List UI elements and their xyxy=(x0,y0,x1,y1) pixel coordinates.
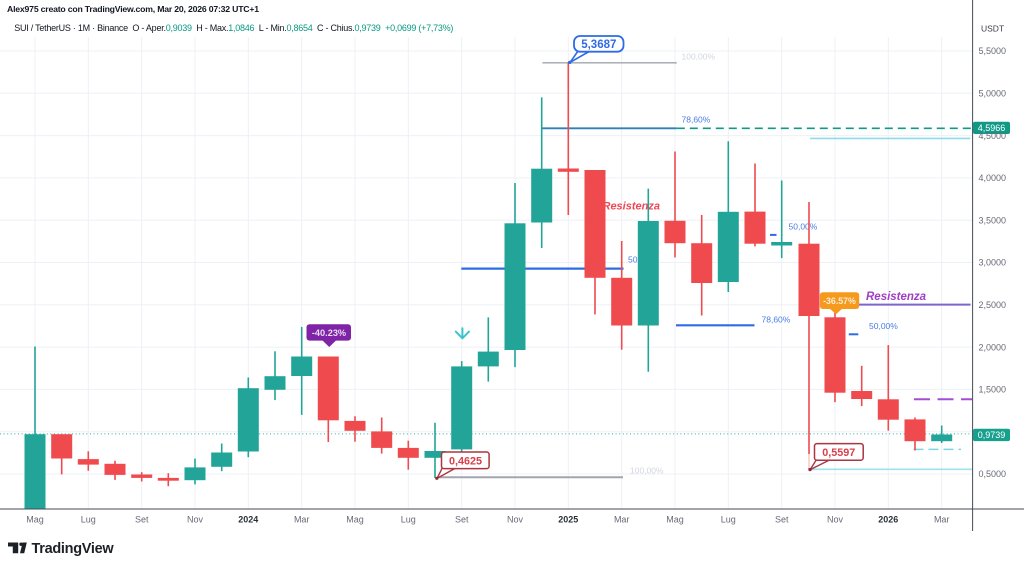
svg-text:-40.23%: -40.23% xyxy=(312,328,346,338)
svg-text:Nov: Nov xyxy=(507,515,524,525)
svg-text:Set: Set xyxy=(135,515,149,525)
svg-text:50,00%: 50,00% xyxy=(789,222,818,232)
svg-text:4,5000: 4,5000 xyxy=(979,131,1007,141)
svg-text:5,5000: 5,5000 xyxy=(979,46,1007,56)
svg-text:Nov: Nov xyxy=(187,515,204,525)
svg-text:TradingView: TradingView xyxy=(32,541,115,557)
svg-text:0,5597: 0,5597 xyxy=(822,447,855,459)
svg-text:2026: 2026 xyxy=(878,515,898,525)
svg-text:78,60%: 78,60% xyxy=(682,115,711,125)
svg-text:Mar: Mar xyxy=(614,515,630,525)
svg-text:50,00%: 50,00% xyxy=(869,321,898,331)
svg-text:100,00%: 100,00% xyxy=(630,466,664,476)
svg-text:3,5000: 3,5000 xyxy=(979,215,1007,225)
svg-text:Mag: Mag xyxy=(26,515,44,525)
svg-text:Resistenza: Resistenza xyxy=(603,201,660,213)
svg-text:100,00%: 100,00% xyxy=(682,52,716,62)
svg-text:5,3687: 5,3687 xyxy=(581,39,616,51)
svg-text:0,5000: 0,5000 xyxy=(979,469,1007,479)
svg-text:3,0000: 3,0000 xyxy=(979,258,1007,268)
svg-text:Mag: Mag xyxy=(346,515,364,525)
svg-text:0,4625: 0,4625 xyxy=(449,456,482,468)
svg-text:2025: 2025 xyxy=(558,515,578,525)
svg-text:Set: Set xyxy=(775,515,789,525)
svg-text:1,5000: 1,5000 xyxy=(979,385,1007,395)
svg-text:Lug: Lug xyxy=(81,515,96,525)
svg-text:4,5966: 4,5966 xyxy=(978,123,1006,133)
svg-text:2,5000: 2,5000 xyxy=(979,300,1007,310)
svg-text:-36.57%: -36.57% xyxy=(823,296,856,306)
svg-text:Mag: Mag xyxy=(666,515,684,525)
svg-text:Mar: Mar xyxy=(294,515,310,525)
svg-text:Set: Set xyxy=(455,515,469,525)
svg-text:Resistenza: Resistenza xyxy=(866,291,927,303)
svg-text:2024: 2024 xyxy=(238,515,258,525)
svg-text:USDT: USDT xyxy=(981,23,1004,33)
svg-text:SUI / TetherUS · 1M · Binance: SUI / TetherUS · 1M · Binance O - Aper.0… xyxy=(14,23,453,33)
svg-text:5,0000: 5,0000 xyxy=(979,89,1007,99)
svg-text:2,0000: 2,0000 xyxy=(979,342,1007,352)
svg-text:Nov: Nov xyxy=(827,515,844,525)
svg-text:Mar: Mar xyxy=(934,515,950,525)
svg-text:0,9739: 0,9739 xyxy=(978,430,1006,440)
svg-text:78,60%: 78,60% xyxy=(762,315,791,325)
svg-text:Alex975 creato con TradingView: Alex975 creato con TradingView.com, Mar … xyxy=(7,4,259,14)
svg-text:Lug: Lug xyxy=(721,515,736,525)
svg-text:Lug: Lug xyxy=(401,515,416,525)
svg-text:4,0000: 4,0000 xyxy=(979,173,1007,183)
